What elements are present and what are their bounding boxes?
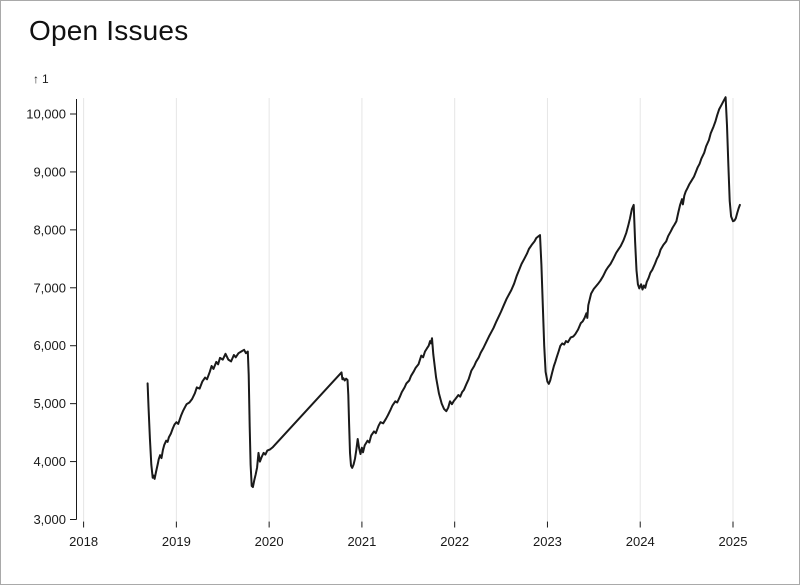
y-tick-label: 9,000 — [33, 164, 66, 179]
y-tick-label: 7,000 — [33, 280, 66, 295]
x-tick-label: 2022 — [440, 534, 469, 549]
up-arrow-icon: ↑ — [33, 72, 39, 86]
x-tick-label: 2024 — [626, 534, 655, 549]
x-tick-label: 2021 — [347, 534, 376, 549]
x-tick-label: 2025 — [719, 534, 748, 549]
y-tick-label: 8,000 — [33, 222, 66, 237]
y-tick-label: 4,000 — [33, 454, 66, 469]
x-tick-label: 2023 — [533, 534, 562, 549]
y-tick-label: 3,000 — [33, 512, 66, 527]
x-tick-label: 2019 — [162, 534, 191, 549]
chart-title: Open Issues — [29, 15, 189, 46]
y-tick-label: 6,000 — [33, 338, 66, 353]
y-tick-label: 10,000 — [26, 107, 66, 122]
x-tick-label: 2020 — [255, 534, 284, 549]
issues-line — [146, 96, 741, 489]
y-axis-label-text: 1 — [42, 72, 49, 86]
x-tick-label: 2018 — [69, 534, 98, 549]
y-tick-label: 5,000 — [33, 396, 66, 411]
y-axis-label: ↑ 1 — [33, 72, 52, 86]
